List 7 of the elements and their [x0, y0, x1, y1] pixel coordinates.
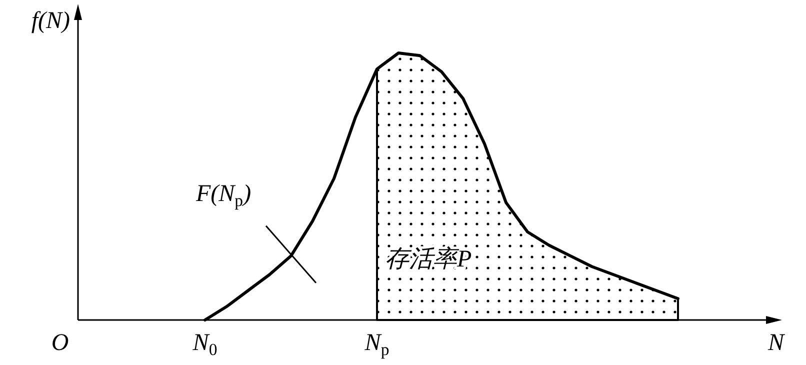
text: O: [51, 330, 69, 356]
series-label: 存活率P: [385, 246, 472, 273]
x-axis-title: N: [766, 330, 786, 356]
text: f(N): [31, 8, 70, 34]
annotation: F(N$_{p}$): [195, 180, 252, 210]
x-tick-label: N$_{0}$: [192, 330, 218, 359]
x-tick-label: N$_{p}$: [364, 330, 390, 359]
